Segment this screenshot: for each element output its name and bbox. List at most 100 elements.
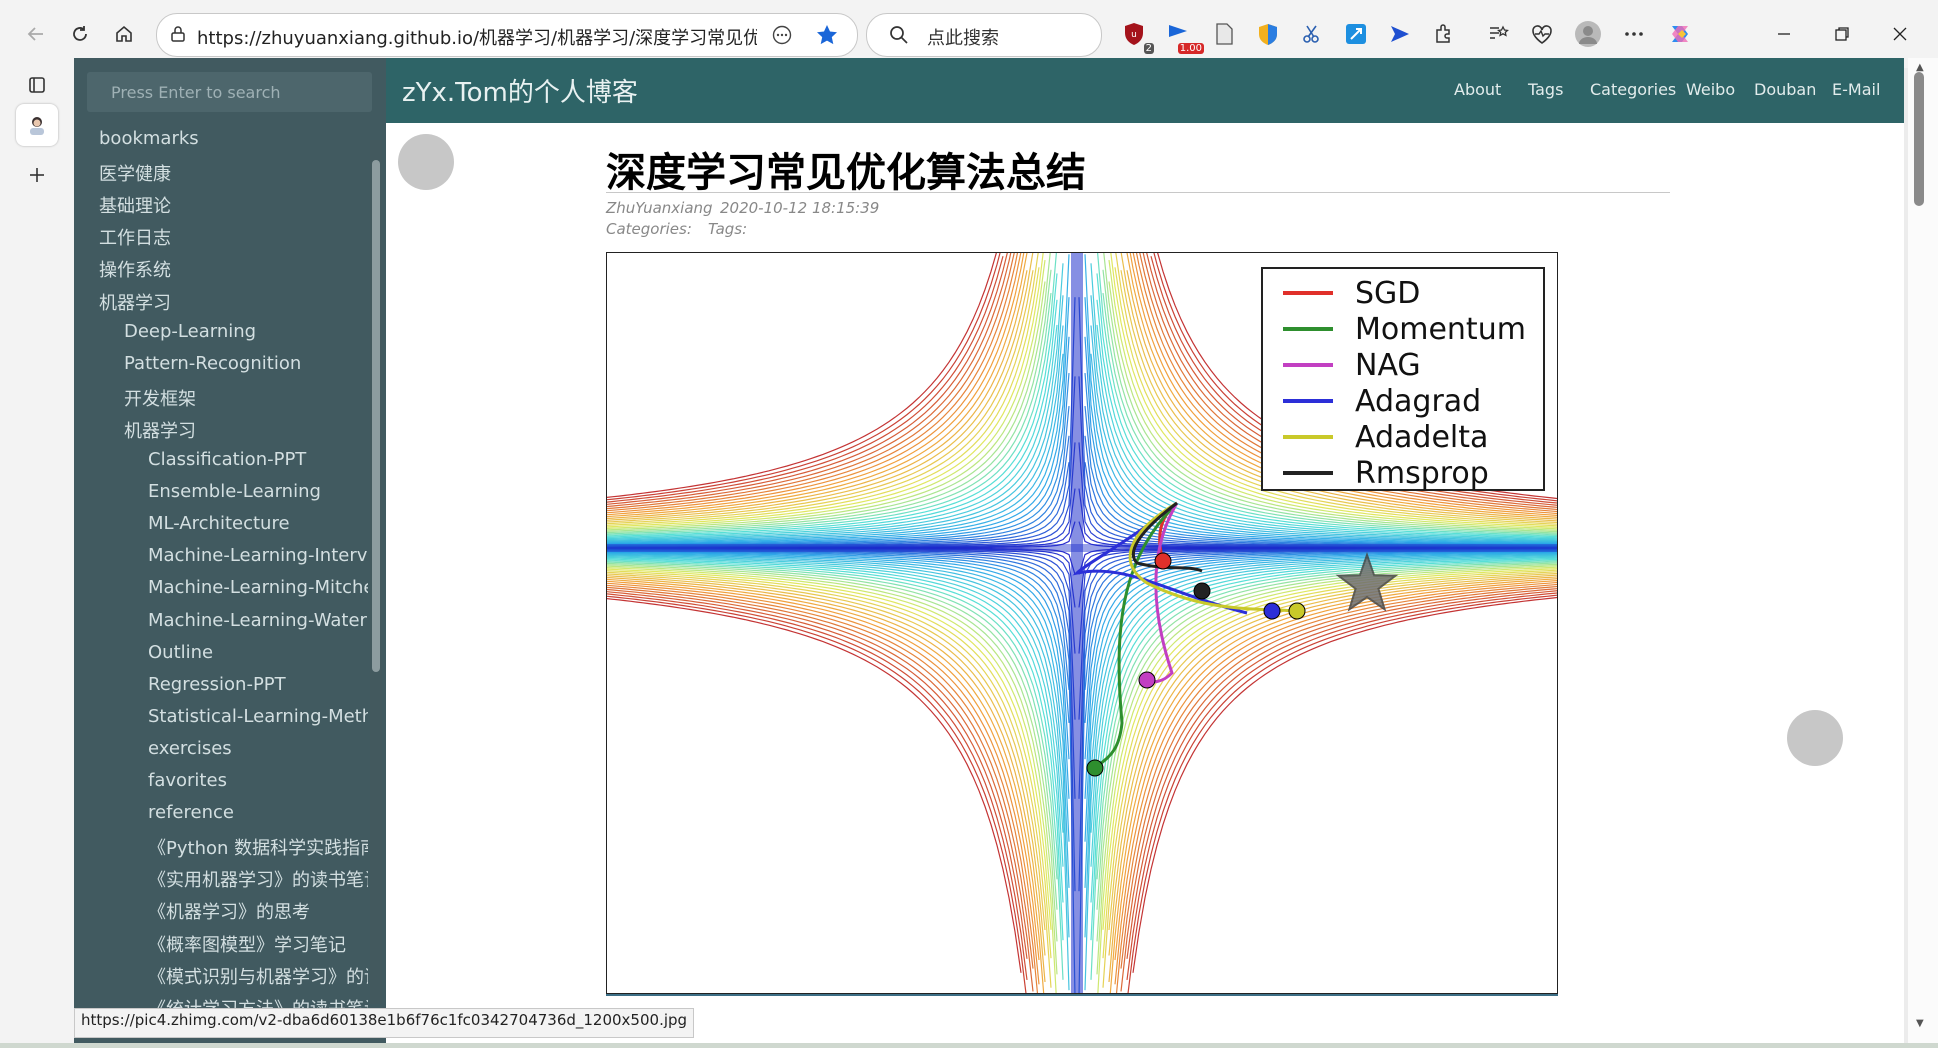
sidebar-item[interactable]: 开发框架 [124, 388, 196, 410]
scissors-icon[interactable] [1298, 20, 1326, 48]
post-tags-label: Tags: [708, 220, 748, 238]
nav-weibo[interactable]: Weibo [1686, 80, 1736, 99]
nav-douban[interactable]: Douban [1754, 80, 1817, 99]
sidebar-item[interactable]: Outline [148, 641, 214, 663]
page-viewport: Press Enter to search bookmarks 医学健康基础理论工… [74, 58, 1904, 1043]
sidebar-item[interactable]: 《Python 数据科学实践指南》 [148, 838, 368, 860]
sidebar-item[interactable]: 《实用机器学习》的读书笔记 [148, 870, 368, 892]
document-icon[interactable] [1210, 20, 1238, 48]
adadelta-endpoint [1288, 602, 1306, 620]
sidebar-item[interactable]: 机器学习 [99, 292, 171, 314]
sidebar-item[interactable]: Classification-PPT [148, 449, 307, 470]
legend-label: Momentum [1355, 312, 1526, 347]
sidebar-item[interactable]: 机器学习 [124, 420, 196, 442]
contour-line [1108, 260, 1557, 530]
minimize-window-icon[interactable] [1764, 18, 1804, 50]
profile-avatar-icon[interactable] [1574, 20, 1602, 48]
sidebar-item[interactable]: Machine-Learning-Watermelon [148, 609, 368, 631]
tab-actions-icon[interactable] [16, 64, 58, 106]
sidebar-item[interactable]: favorites [148, 770, 227, 791]
post-author[interactable]: ZhuYuanxiang [606, 199, 713, 217]
nav-email[interactable]: E-Mail [1832, 80, 1881, 99]
back-to-top-button[interactable] [1787, 710, 1843, 766]
performance-heart-icon[interactable] [1528, 20, 1556, 48]
figure-underline [606, 994, 1558, 996]
shield-color-icon[interactable] [1254, 20, 1282, 48]
sidebar-item[interactable]: 医学健康 [99, 164, 171, 186]
contour-line [607, 297, 1076, 548]
copilot-icon[interactable] [1666, 20, 1694, 48]
optimizer-path [1128, 501, 1298, 613]
address-bar[interactable]: https://zhuyuanxiang.github.io/机器学习/机器学习… [156, 13, 858, 57]
home-icon[interactable] [104, 14, 144, 54]
contour-line [607, 550, 1070, 723]
sidebar-item[interactable]: reference [148, 802, 234, 824]
contour-line [1096, 565, 1557, 975]
contour-line [1120, 588, 1557, 992]
sidebar-item[interactable]: Pattern-Recognition [124, 352, 302, 374]
site-title[interactable]: zYx.Tom的个人博客 [402, 78, 638, 108]
contour-line [1102, 571, 1557, 988]
contour-line [607, 562, 1058, 910]
sidebar-item[interactable]: 《模式识别与机器学习》的读书笔记 [148, 966, 368, 988]
sidebar-item[interactable]: 工作日志 [99, 228, 171, 250]
reload-icon[interactable] [60, 14, 100, 54]
close-window-icon[interactable] [1880, 18, 1920, 50]
contour-line [607, 253, 1008, 505]
ublock-shield-icon[interactable]: u 2 [1120, 20, 1154, 54]
sidebar-item[interactable]: bookmarks [99, 128, 199, 149]
sidebar-scrollbar[interactable] [370, 140, 382, 1004]
contour-line [1084, 336, 1557, 546]
browser-search-box[interactable]: 点此搜索 [866, 13, 1102, 57]
sidebar-item[interactable]: Machine-Learning-Mitchell [148, 577, 368, 599]
contour-line [607, 299, 1058, 539]
tab-favicon-avatar[interactable] [16, 104, 58, 146]
browser-toolbar: https://zhuyuanxiang.github.io/机器学习/机器学习… [0, 0, 1938, 68]
restore-window-icon[interactable] [1822, 18, 1862, 50]
back-arrow-icon[interactable] [16, 14, 56, 54]
contour-line [607, 595, 1027, 993]
optimizer-contour-figure[interactable]: SGD Momentum NAG Adagrad Adadelta Rmsprop [606, 252, 1558, 994]
sidebar-item[interactable]: Deep-Learning [124, 320, 257, 342]
sidebar-scroll-thumb[interactable] [372, 160, 380, 672]
scroll-up-arrow-icon[interactable]: ▲ [1916, 62, 1924, 73]
contour-line [1135, 253, 1557, 513]
contour-line [607, 253, 1012, 508]
page-scrollbar[interactable]: ▲ ▼ [1908, 58, 1938, 1043]
favorites-list-icon[interactable] [1484, 20, 1512, 48]
nav-categories[interactable]: Categories [1590, 80, 1677, 99]
favorite-star-icon[interactable] [815, 23, 839, 51]
author-avatar[interactable] [398, 134, 454, 190]
contour-line [607, 559, 1064, 941]
sidebar-item[interactable]: 操作系统 [99, 260, 171, 282]
adagrad-endpoint [1263, 602, 1281, 620]
nav-tags[interactable]: Tags [1528, 80, 1564, 99]
more-options-icon[interactable] [1620, 20, 1648, 48]
sidebar-item[interactable]: 《机器学习》的思考 [148, 902, 310, 924]
contour-line [1115, 583, 1557, 993]
sidebar-item[interactable]: ML-Architecture [148, 513, 290, 535]
sidebar-item[interactable]: Statistical-Learning-Method [148, 705, 368, 727]
contour-line [607, 584, 1039, 993]
nav-about[interactable]: About [1454, 80, 1502, 99]
scroll-down-arrow-icon[interactable]: ▼ [1916, 1018, 1924, 1029]
translate-icon[interactable] [1342, 20, 1370, 48]
sidebar-item[interactable]: 基础理论 [99, 196, 171, 218]
media-speed-icon[interactable]: 1.00 [1164, 20, 1204, 54]
sidebar-item[interactable]: Ensemble-Learning [148, 481, 321, 503]
sidebar-item[interactable]: exercises [148, 737, 232, 759]
contour-line [607, 551, 1070, 799]
sidebar-item[interactable]: Regression-PPT [148, 673, 286, 695]
sidebar-search-input[interactable]: Press Enter to search [87, 72, 372, 112]
site-info-icon[interactable] [169, 25, 187, 47]
contour-line [607, 253, 1034, 521]
new-tab-plus-icon[interactable] [16, 154, 58, 196]
page-scroll-thumb[interactable] [1914, 72, 1924, 206]
sidebar-item[interactable]: 《概率图模型》学习笔记 [148, 934, 346, 956]
sidebar-item[interactable]: Machine-Learning-Interview [148, 545, 368, 567]
extensions-puzzle-icon[interactable] [1430, 20, 1458, 48]
reading-options-icon[interactable] [771, 24, 793, 50]
send-arrow-icon[interactable] [1386, 20, 1414, 48]
contour-line [607, 253, 1001, 501]
contour-line [607, 270, 1028, 520]
